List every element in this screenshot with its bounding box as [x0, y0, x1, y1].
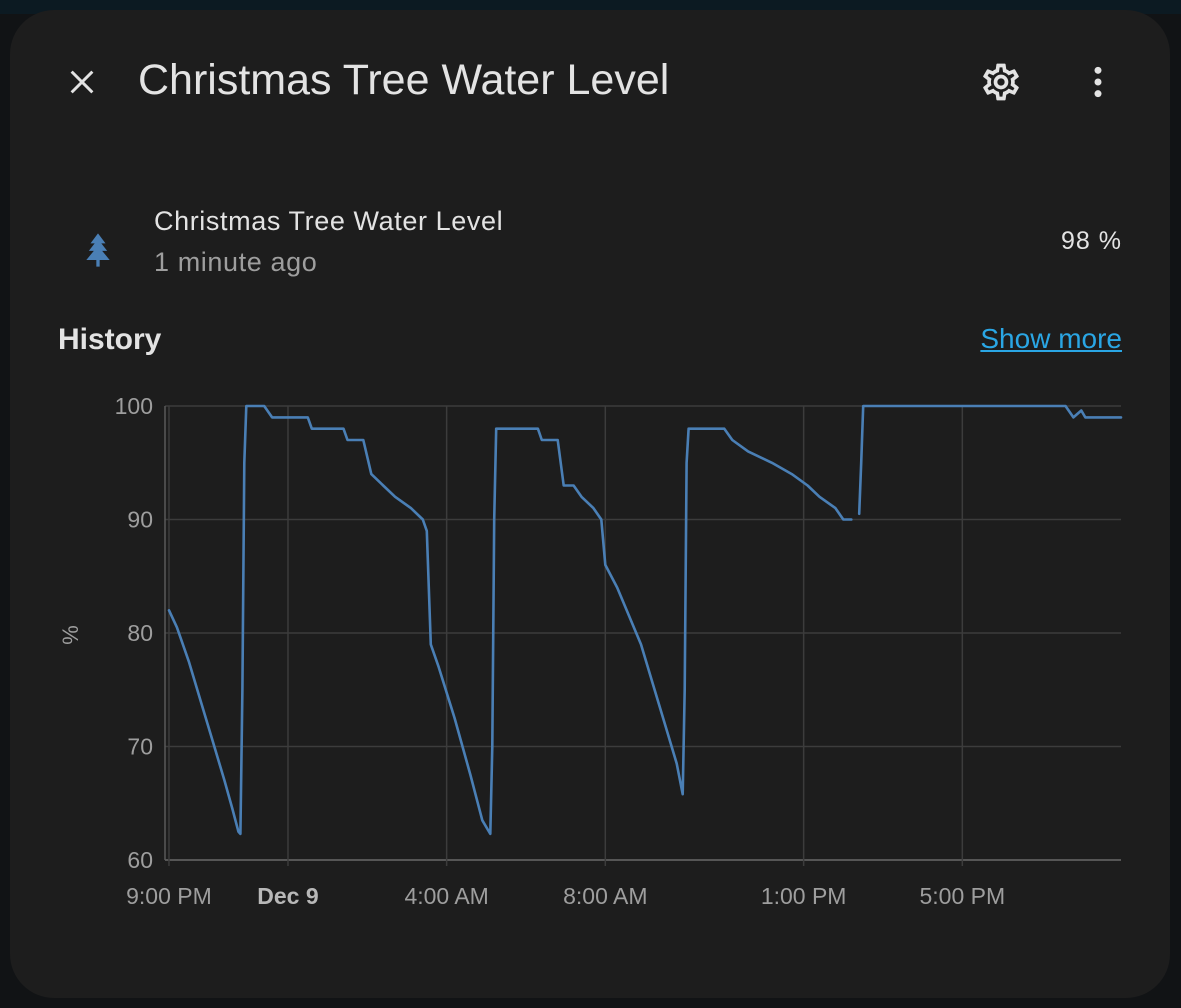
- entity-name: Christmas Tree Water Level: [154, 206, 504, 236]
- chart-axes: 100 90 80 70 60 9:00 PM Dec 9 4:00 AM 8:00 AM 1:0…: [115, 393, 1006, 909]
- close-button[interactable]: [54, 54, 110, 110]
- y-axis-label: %: [58, 625, 83, 645]
- series-line-segment: [857, 404, 1123, 516]
- y-tick-label: 60: [127, 847, 153, 873]
- y-tick-label: 90: [127, 507, 153, 533]
- x-tick-label: 9:00 PM: [126, 883, 212, 909]
- y-tick-label: 80: [127, 620, 153, 646]
- history-chart: 100 90 80 70 60 9:00 PM Dec 9 4:00 AM 8:00 AM 1:0…: [58, 393, 1123, 909]
- chart-series: [167, 404, 1123, 836]
- x-tick-label: 1:00 PM: [761, 883, 847, 909]
- x-tick-label: 5:00 PM: [919, 883, 1005, 909]
- more-vertical-icon: [1094, 66, 1102, 98]
- x-tick-label: Dec 9: [257, 883, 318, 909]
- dialog-title: Christmas Tree Water Level: [138, 56, 670, 104]
- y-tick-label: 100: [115, 393, 153, 419]
- more-options-button[interactable]: [1070, 54, 1126, 110]
- close-icon: [70, 70, 94, 94]
- x-tick-label: 8:00 AM: [563, 883, 647, 909]
- pine-tree-icon: [86, 233, 110, 267]
- y-tick-label: 70: [127, 734, 153, 760]
- dialog-header: Christmas Tree Water Level: [10, 10, 1170, 155]
- x-tick-label: 4:00 AM: [404, 883, 488, 909]
- more-info-dialog: Christmas Tree Water Level Christmas Tre…: [10, 10, 1170, 998]
- entity-last-changed: 1 minute ago: [154, 247, 318, 277]
- settings-button[interactable]: [973, 54, 1029, 110]
- series-line-segment: [167, 404, 853, 836]
- history-heading: History: [58, 323, 162, 356]
- entity-state: 98 %: [1061, 227, 1122, 255]
- chart-grid: [165, 405, 1121, 866]
- show-more-link[interactable]: Show more: [980, 323, 1122, 354]
- gear-icon: [983, 63, 1019, 101]
- entity-row[interactable]: Christmas Tree Water Level 1 minute ago …: [58, 200, 1122, 296]
